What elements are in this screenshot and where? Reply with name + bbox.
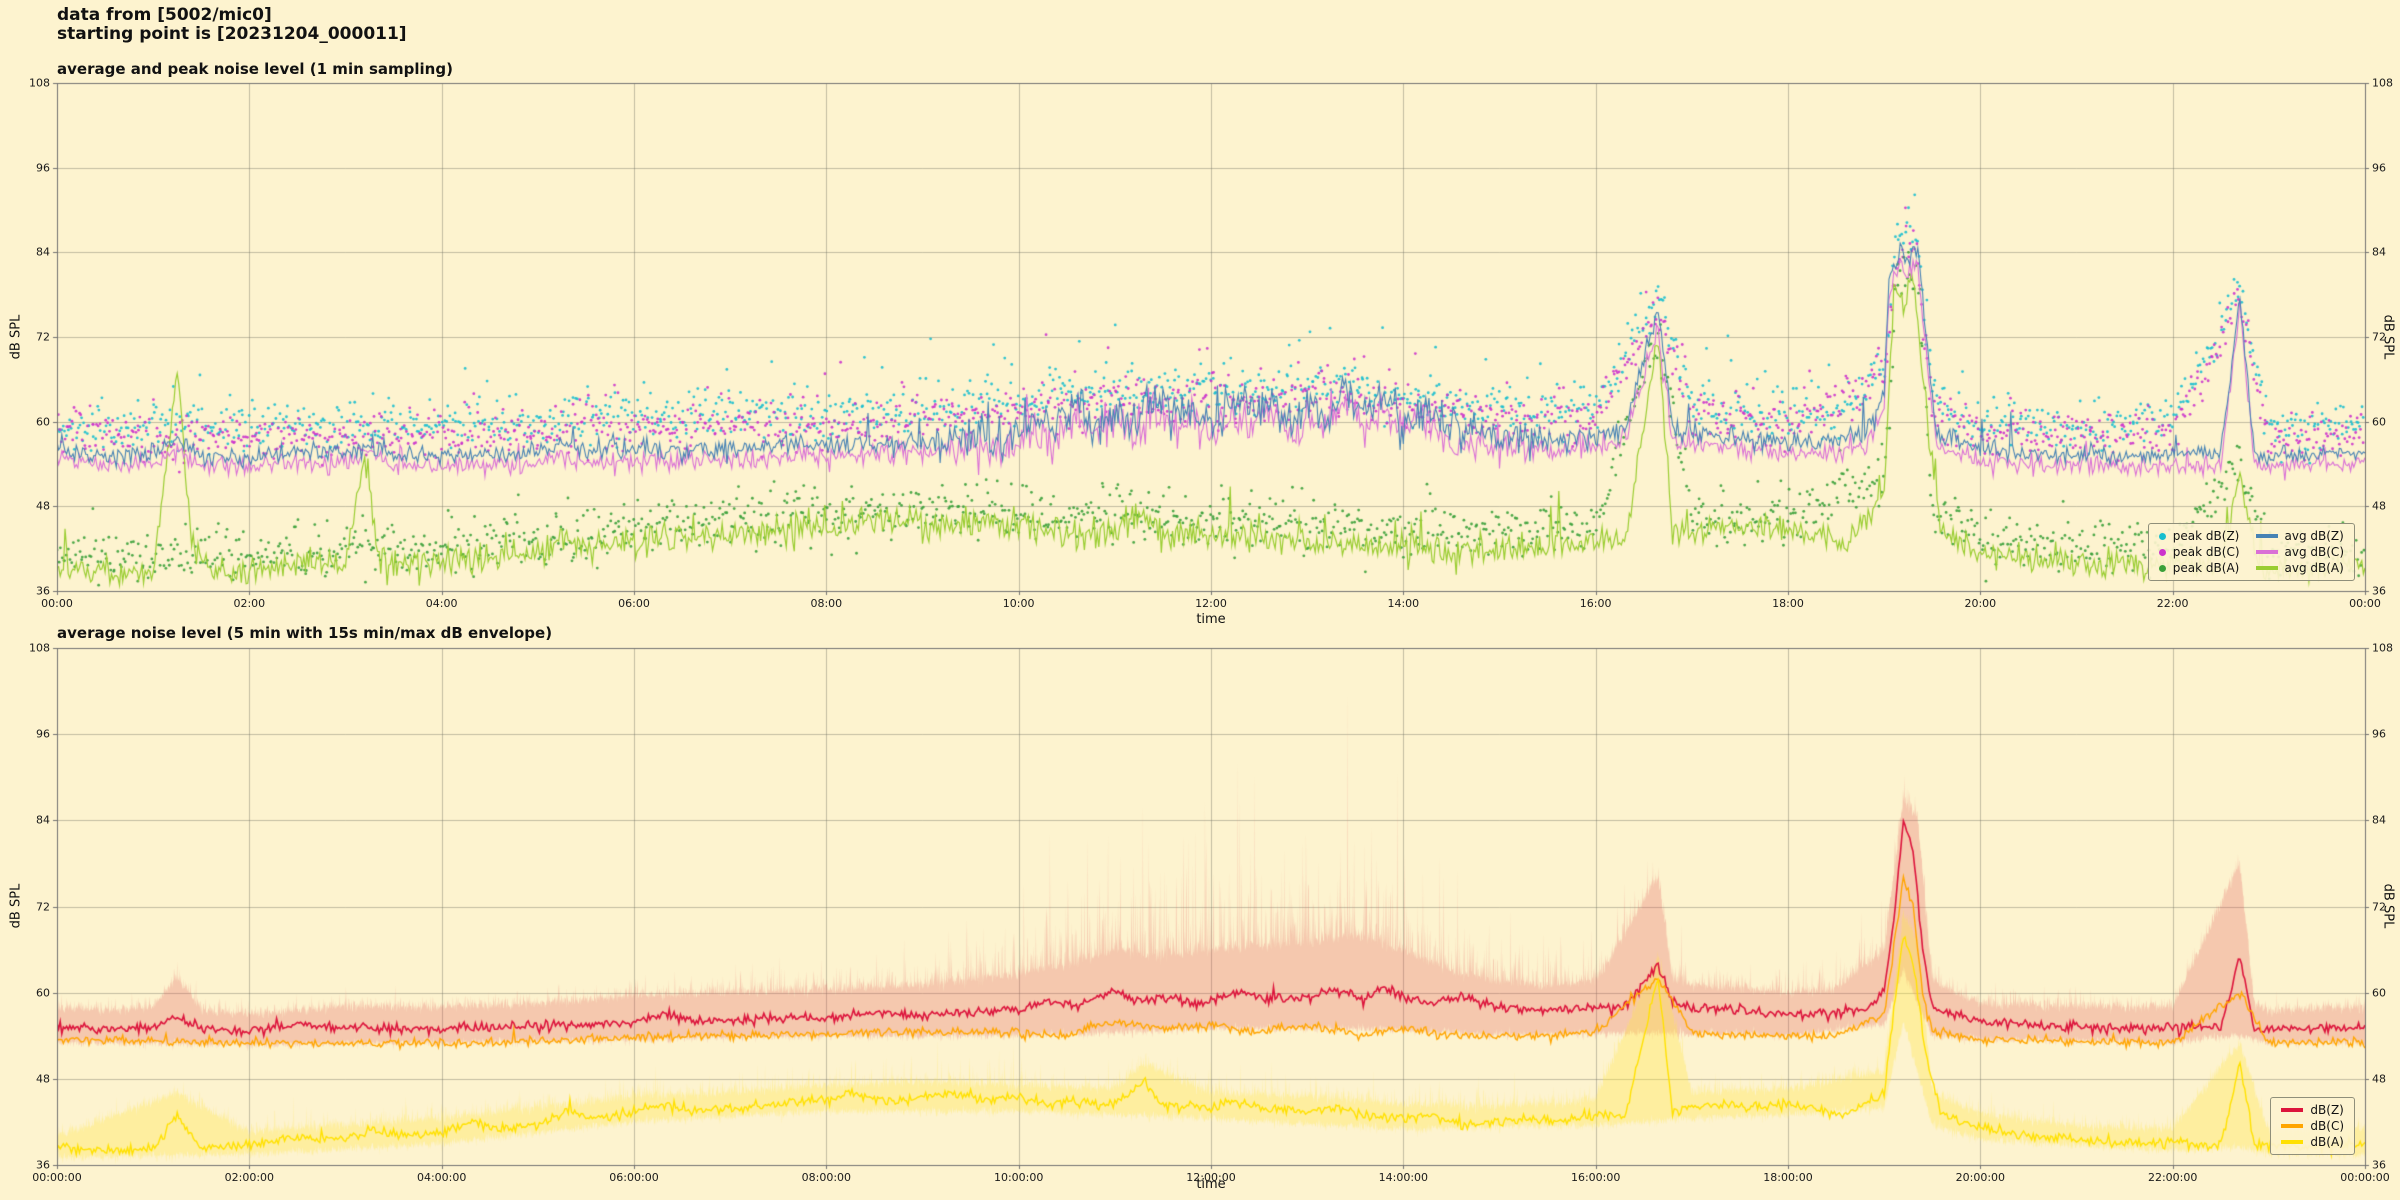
y-tick-label-left: 72 xyxy=(36,330,50,344)
legend-entry: dB(A) xyxy=(2281,1135,2344,1149)
legend-entry: peak dB(Z) xyxy=(2158,529,2240,543)
x-tick-label: 18:00 xyxy=(1772,597,1804,610)
x-tick-label: 00:00:00 xyxy=(32,1171,82,1184)
x-tick-label: 22:00:00 xyxy=(2147,1171,2198,1184)
y-tick-label-left: 108 xyxy=(29,641,50,655)
y-tick-label-left: 84 xyxy=(36,813,50,827)
legend-label: peak dB(C) xyxy=(2172,545,2240,559)
legend-entry: avg dB(Z) xyxy=(2255,529,2344,543)
chart-title-bottom: average noise level (5 min with 15s min/… xyxy=(57,624,553,642)
y-tick-label-left: 72 xyxy=(36,900,50,913)
y-tick-label-right: 60 xyxy=(2372,415,2386,429)
y-tick-label-right: 84 xyxy=(2372,813,2386,827)
y-tick-label-left: 60 xyxy=(36,415,50,429)
legend-label: peak dB(Z) xyxy=(2172,529,2240,543)
x-tick-label: 12:00:00 xyxy=(1186,1171,1236,1184)
y-tick-label-right: 72 xyxy=(2372,900,2386,913)
x-tick-label: 10:00:00 xyxy=(993,1171,1044,1184)
y-tick-label-left: 84 xyxy=(36,245,50,259)
chart-title-top: average and peak noise level (1 min samp… xyxy=(57,60,453,78)
x-tick-label: 06:00:00 xyxy=(609,1171,659,1184)
y-tick-label-right: 96 xyxy=(2372,727,2386,741)
y-tick-label-right: 36 xyxy=(2372,584,2386,598)
legend: peak dB(Z) peak dB(C) peak dB(A) avg dB(Z) a… xyxy=(2147,523,2355,581)
y-tick-label-left: 36 xyxy=(36,584,50,598)
x-tick-label: 16:00 xyxy=(1579,597,1612,610)
legend-line-marker-icon xyxy=(2281,1124,2304,1128)
x-tick-label: 06:00 xyxy=(618,597,650,610)
x-tick-label: 18:00:00 xyxy=(1763,1171,1813,1184)
y-tick-label-right: 48 xyxy=(2372,499,2386,513)
y-axis-label-top-left: dB SPL xyxy=(8,314,24,360)
y-tick-label-left: 96 xyxy=(36,161,50,175)
x-tick-label: 14:00 xyxy=(1387,597,1420,610)
legend-label: avg dB(A) xyxy=(2284,561,2344,575)
header-line-2: starting point is [20231204_000011] xyxy=(57,24,407,44)
x-tick-label: 22:00 xyxy=(2156,597,2189,610)
y-tick-label-left: 36 xyxy=(36,1158,50,1172)
legend-label: dB(Z) xyxy=(2310,1103,2344,1117)
x-tick-label: 20:00:00 xyxy=(1955,1171,2006,1184)
x-tick-label: 16:00:00 xyxy=(1570,1171,1621,1184)
legend-label: avg dB(Z) xyxy=(2284,529,2344,543)
x-axis-label-bottom: time xyxy=(1196,1177,1226,1192)
x-tick-label: 20:00 xyxy=(1964,597,1997,610)
legend: dB(Z) dB(C) dB(A) xyxy=(2270,1097,2355,1155)
y-tick-label-left: 48 xyxy=(36,499,50,513)
y-tick-label-right: 108 xyxy=(2372,641,2393,655)
legend-entry: avg dB(C) xyxy=(2255,545,2344,559)
legend-entry: dB(C) xyxy=(2281,1119,2344,1133)
x-tick-label: 08:00:00 xyxy=(801,1171,852,1184)
legend-entry: avg dB(A) xyxy=(2255,561,2344,575)
legend-dot-marker-icon xyxy=(2158,532,2166,540)
x-tick-label: 02:00 xyxy=(233,597,266,610)
y-tick-label-right: 60 xyxy=(2372,986,2386,1000)
y-tick-label-left: 48 xyxy=(36,1072,50,1086)
x-tick-label: 14:00:00 xyxy=(1378,1171,1429,1184)
header-line-1: data from [5002/mic0] xyxy=(57,5,272,25)
legend-line-marker-icon xyxy=(2281,1108,2304,1112)
legend-label: peak dB(A) xyxy=(2172,561,2240,575)
x-tick-label: 04:00:00 xyxy=(416,1171,467,1184)
legend-label: dB(A) xyxy=(2310,1135,2344,1149)
x-tick-label: 02:00:00 xyxy=(224,1171,275,1184)
y-tick-label-right: 108 xyxy=(2372,76,2393,90)
y-axis-label-bottom-left: dB SPL xyxy=(8,883,24,929)
y-tick-label-left: 60 xyxy=(36,986,50,1000)
legend-line-marker-icon xyxy=(2255,534,2278,538)
legend-label: dB(C) xyxy=(2310,1119,2344,1133)
legend-line-marker-icon xyxy=(2255,566,2278,570)
x-tick-label: 08:00 xyxy=(810,597,843,610)
legend-dot-marker-icon xyxy=(2158,548,2166,556)
y-tick-label-left: 96 xyxy=(36,727,50,741)
legend-label: avg dB(C) xyxy=(2284,545,2344,559)
x-tick-label: 00:00 xyxy=(41,597,73,610)
legend-dot-marker-icon xyxy=(2158,564,2166,572)
y-tick-label-right: 48 xyxy=(2372,1072,2386,1086)
legend-entry: peak dB(C) xyxy=(2158,545,2240,559)
y-tick-label-right: 96 xyxy=(2372,161,2386,175)
x-tick-label: 12:00 xyxy=(1195,597,1227,610)
legend-line-marker-icon xyxy=(2255,550,2278,554)
x-tick-label: 04:00 xyxy=(425,597,458,610)
x-axis-label-top: time xyxy=(1196,612,1226,627)
x-tick-label: 10:00 xyxy=(1002,597,1035,610)
y-tick-label-right: 36 xyxy=(2372,1158,2386,1172)
legend-entry: peak dB(A) xyxy=(2158,561,2240,575)
legend-line-marker-icon xyxy=(2281,1140,2304,1144)
legend-entry: dB(Z) xyxy=(2281,1103,2344,1117)
y-tick-label-left: 108 xyxy=(29,76,50,90)
x-tick-label: 00:00:00 xyxy=(2340,1171,2390,1184)
y-tick-label-right: 84 xyxy=(2372,245,2386,259)
x-tick-label: 00:00 xyxy=(2349,597,2381,610)
y-tick-label-right: 72 xyxy=(2372,330,2386,344)
